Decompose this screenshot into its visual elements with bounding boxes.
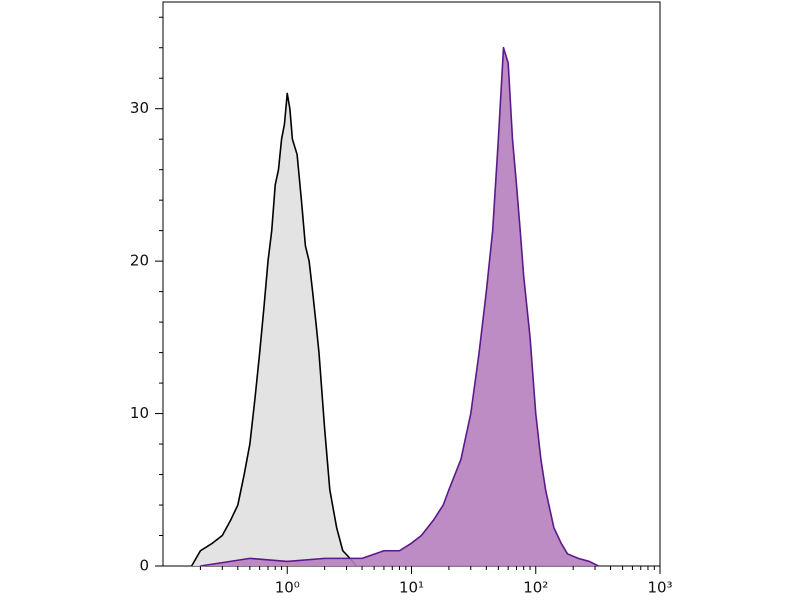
y-tick-label: 20: [130, 252, 149, 270]
plot-frame: [162, 1, 661, 567]
x-tick-label: 10⁰: [275, 579, 300, 597]
y-tick-label: 0: [139, 557, 149, 575]
histogram-area: [200, 46, 599, 567]
x-tick-label: 10¹: [399, 579, 424, 597]
x-tick-label: 10³: [647, 579, 672, 597]
histogram-area: [190, 92, 357, 567]
y-tick-label: 30: [130, 99, 149, 117]
x-tick-label: 10²: [523, 579, 548, 597]
y-tick-label: 10: [130, 404, 149, 422]
